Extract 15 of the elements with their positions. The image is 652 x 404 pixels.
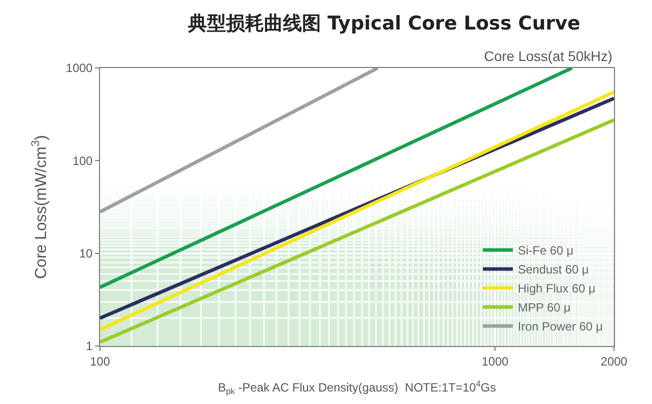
legend-label: Si-Fe 60 μ [518,244,574,258]
y-tick-label: 1 [86,339,93,354]
x-tick-label: 2000 [600,354,628,368]
x-axis-title: B$_{pk}$ -Peak AC Flux Density(gauss) NOTE:1T=10$^{4}$Gs [218,378,496,396]
legend-label: Iron Power 60 μ [518,320,603,334]
x-tick-label: 100 [90,354,110,368]
legend-label: Sendust 60 μ [518,262,589,277]
y-tick-label: 100 [72,154,93,168]
chart-subtitle: Core Loss(at 50kHz) [484,48,612,64]
y-tick-label: 1000 [66,61,93,76]
chart-title: 典型损耗曲线图 Typical Core Loss Curve [186,12,580,34]
legend-label: High Flux 60 μ [518,282,596,296]
x-tick-label: 1000 [482,354,509,368]
legend-label: MPP 60 μ [518,300,571,315]
y-tick-label: 10 [79,246,93,261]
